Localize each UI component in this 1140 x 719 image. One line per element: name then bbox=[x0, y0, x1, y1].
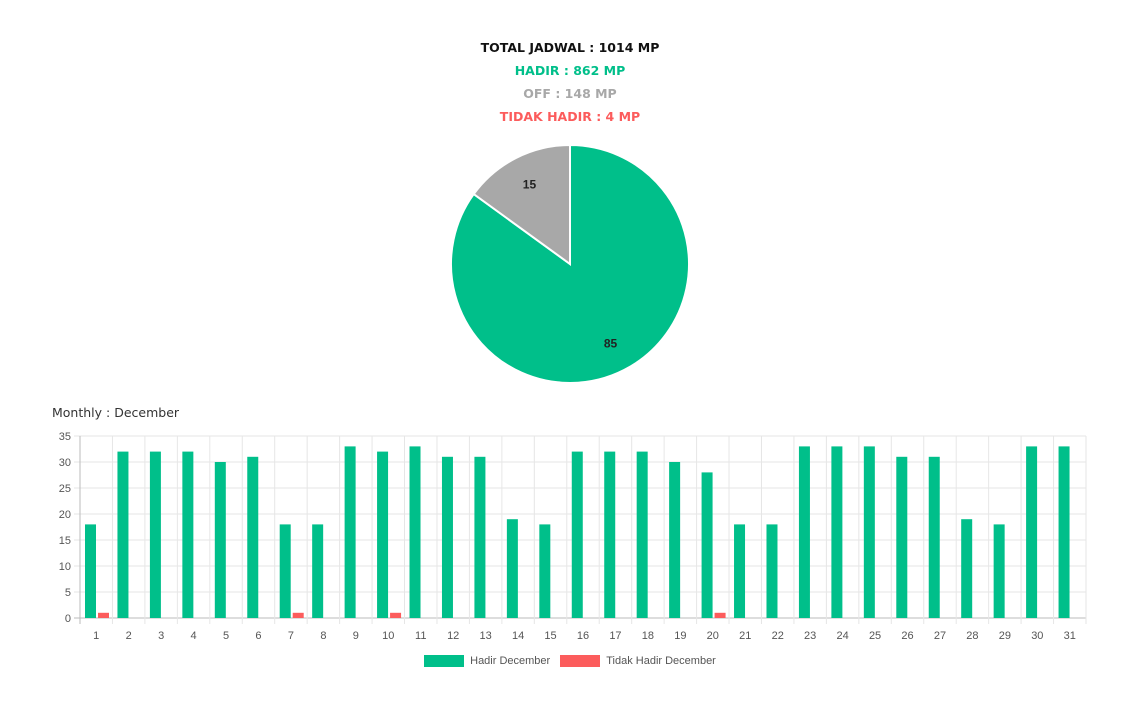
attendance-pie-chart: 85 15 bbox=[450, 143, 690, 384]
bar-hadir[interactable] bbox=[377, 451, 389, 618]
x-tick-label: 23 bbox=[804, 630, 816, 642]
bar-hadir[interactable] bbox=[474, 456, 486, 618]
x-tick-label: 5 bbox=[223, 630, 229, 642]
y-tick-label: 0 bbox=[65, 613, 71, 625]
bar-tidak-hadir[interactable] bbox=[390, 612, 402, 618]
y-tick-label: 10 bbox=[59, 561, 71, 573]
bar-hadir[interactable] bbox=[117, 451, 129, 618]
x-tick-label: 7 bbox=[288, 630, 294, 642]
y-tick-label: 30 bbox=[59, 457, 71, 469]
y-tick-label: 25 bbox=[59, 483, 71, 495]
monthly-title: Monthly : December bbox=[52, 405, 180, 420]
bar-hadir[interactable] bbox=[734, 524, 746, 618]
legend-item-hadir[interactable]: Hadir December bbox=[424, 655, 550, 667]
summary-block: TOTAL JADWAL : 1014 MP HADIR : 862 MP OF… bbox=[0, 36, 1140, 128]
x-tick-label: 20 bbox=[707, 630, 719, 642]
bar-tidak-hadir[interactable] bbox=[292, 612, 304, 618]
bar-hadir[interactable] bbox=[571, 451, 583, 618]
legend-swatch-hadir bbox=[424, 655, 465, 667]
x-tick-label: 6 bbox=[255, 630, 261, 642]
x-tick-label: 31 bbox=[1064, 630, 1076, 642]
x-tick-label: 24 bbox=[836, 630, 848, 642]
bar-hadir[interactable] bbox=[247, 456, 259, 618]
x-tick-label: 4 bbox=[191, 630, 197, 642]
pie-slice-1[interactable] bbox=[472, 143, 571, 266]
bar-hadir[interactable] bbox=[149, 451, 161, 618]
bar-hadir[interactable] bbox=[506, 519, 518, 618]
x-tick-label: 11 bbox=[415, 630, 426, 642]
bar-hadir[interactable] bbox=[312, 524, 324, 618]
bar-hadir[interactable] bbox=[701, 472, 713, 618]
x-tick-label: 26 bbox=[901, 630, 913, 642]
x-tick-label: 2 bbox=[126, 630, 132, 642]
x-tick-label: 17 bbox=[609, 630, 621, 642]
bar-hadir[interactable] bbox=[928, 456, 940, 618]
x-tick-label: 30 bbox=[1031, 630, 1043, 642]
x-tick-label: 9 bbox=[353, 630, 359, 642]
chart-legend: Hadir December Tidak Hadir December bbox=[0, 655, 1140, 667]
bar-hadir[interactable] bbox=[766, 524, 778, 618]
legend-item-tidak-hadir[interactable]: Tidak Hadir December bbox=[560, 655, 716, 667]
x-tick-label: 28 bbox=[966, 630, 978, 642]
x-tick-label: 18 bbox=[642, 630, 654, 642]
bar-hadir[interactable] bbox=[831, 446, 843, 618]
y-tick-label: 5 bbox=[65, 587, 71, 599]
bar-hadir[interactable] bbox=[636, 451, 648, 618]
x-tick-label: 29 bbox=[999, 630, 1011, 642]
bar-hadir[interactable] bbox=[182, 451, 194, 618]
x-tick-label: 1 bbox=[93, 630, 99, 642]
bar-hadir[interactable] bbox=[798, 446, 810, 618]
bar-hadir[interactable] bbox=[1026, 446, 1038, 618]
x-tick-label: 8 bbox=[320, 630, 326, 642]
x-tick-label: 12 bbox=[447, 630, 459, 642]
total-jadwal-label: TOTAL JADWAL : 1014 MP bbox=[480, 40, 660, 55]
bar-hadir[interactable] bbox=[896, 456, 908, 618]
bar-tidak-hadir[interactable] bbox=[714, 612, 726, 618]
y-tick-label: 20 bbox=[59, 509, 71, 521]
x-tick-label: 21 bbox=[739, 630, 751, 642]
x-tick-label: 3 bbox=[158, 630, 164, 642]
x-tick-label: 27 bbox=[934, 630, 946, 642]
bar-hadir[interactable] bbox=[409, 446, 421, 618]
bar-hadir[interactable] bbox=[604, 451, 616, 618]
bar-hadir[interactable] bbox=[961, 519, 973, 618]
x-tick-label: 14 bbox=[512, 630, 524, 642]
hadir-label: HADIR : 862 MP bbox=[514, 63, 626, 78]
x-tick-label: 25 bbox=[869, 630, 881, 642]
x-tick-label: 19 bbox=[674, 630, 686, 642]
tidak-hadir-label: TIDAK HADIR : 4 MP bbox=[499, 109, 641, 124]
pie-slice-label-0: 85 bbox=[604, 337, 618, 351]
bar-hadir[interactable] bbox=[1058, 446, 1070, 618]
legend-label-hadir: Hadir December bbox=[470, 655, 551, 667]
bar-hadir[interactable] bbox=[669, 462, 681, 618]
pie-slice-label-1: 15 bbox=[523, 177, 537, 191]
bar-hadir[interactable] bbox=[85, 524, 96, 618]
bar-hadir[interactable] bbox=[863, 446, 875, 618]
off-label: OFF : 148 MP bbox=[523, 86, 617, 101]
y-tick-label: 35 bbox=[59, 431, 71, 443]
y-tick-label: 15 bbox=[59, 535, 71, 547]
legend-swatch-tidak-hadir bbox=[560, 655, 601, 667]
x-tick-label: 15 bbox=[544, 630, 556, 642]
bar-hadir[interactable] bbox=[993, 524, 1005, 618]
x-tick-label: 10 bbox=[382, 630, 394, 642]
bar-hadir[interactable] bbox=[539, 524, 551, 618]
x-tick-label: 16 bbox=[577, 630, 589, 642]
bar-hadir[interactable] bbox=[441, 456, 453, 618]
bar-hadir[interactable] bbox=[214, 462, 226, 618]
bar-hadir[interactable] bbox=[344, 446, 356, 618]
bar-tidak-hadir[interactable] bbox=[98, 612, 109, 618]
legend-label-tidak-hadir: Tidak Hadir December bbox=[606, 655, 716, 667]
x-tick-label: 22 bbox=[772, 630, 784, 642]
x-tick-label: 13 bbox=[480, 630, 492, 642]
bar-hadir[interactable] bbox=[279, 524, 291, 618]
